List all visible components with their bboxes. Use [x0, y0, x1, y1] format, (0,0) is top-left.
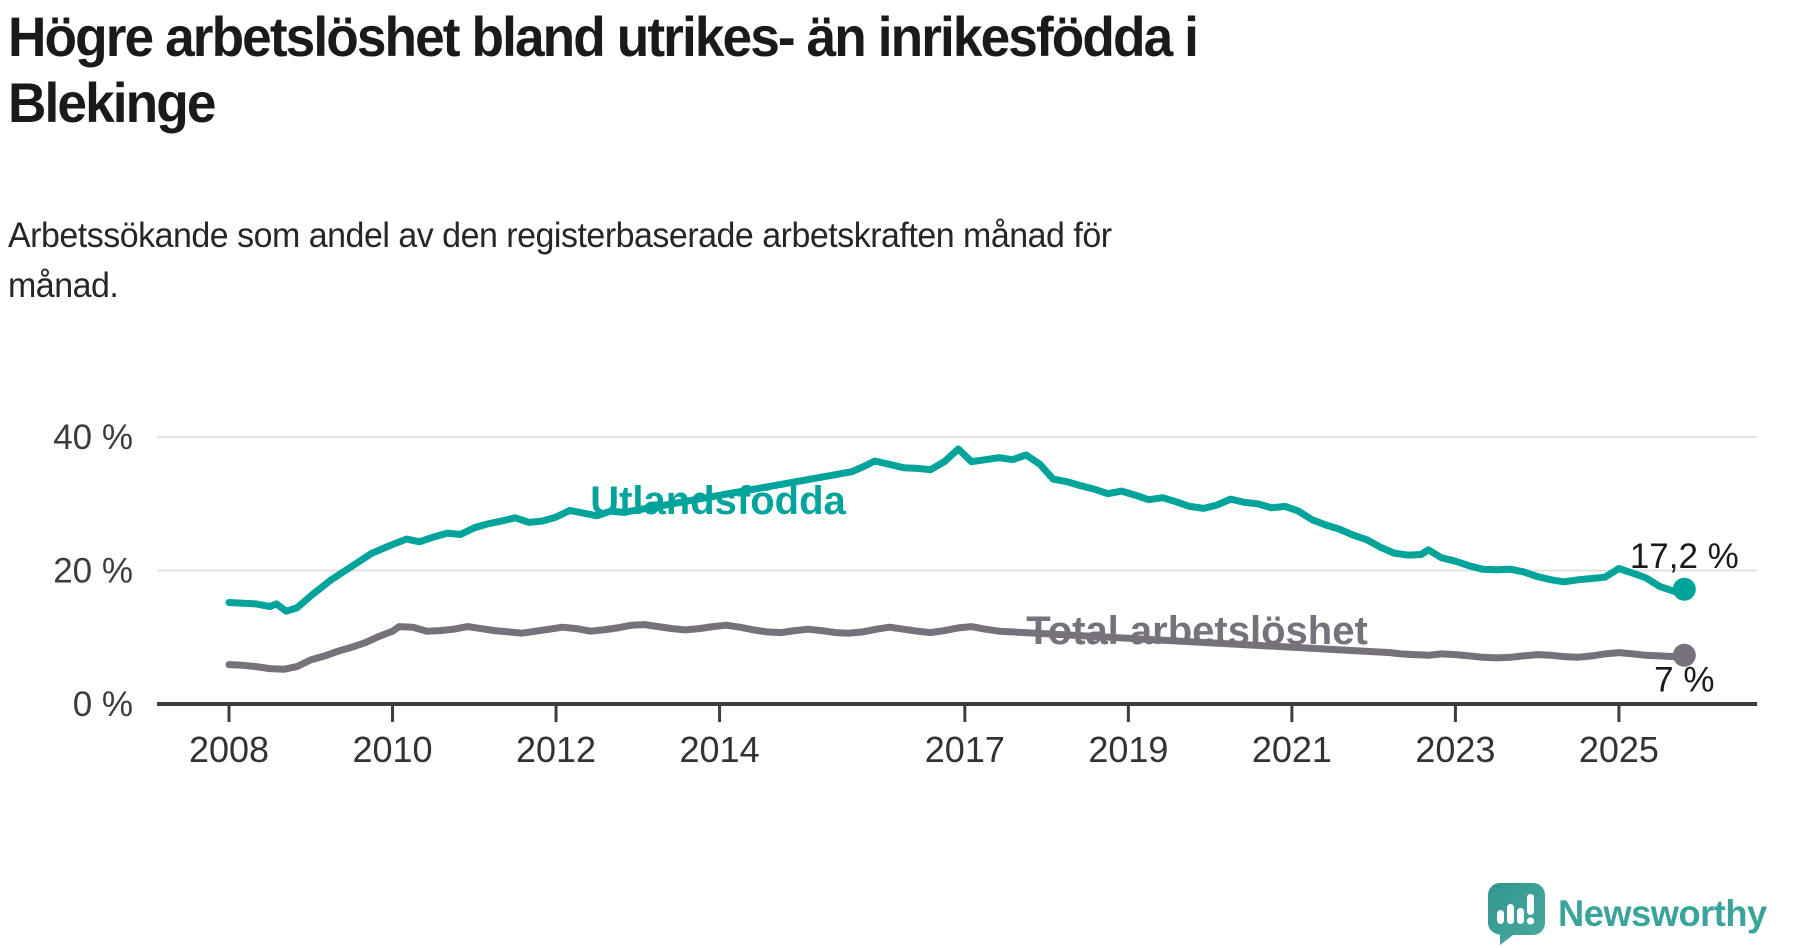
bar-chart-icon [1497, 894, 1535, 925]
page-subtitle: Arbetssökande som andel av den registerb… [8, 211, 1463, 310]
newsworthy-logo-text: Newsworthy [1558, 893, 1767, 934]
series-layer [225, 445, 1696, 673]
x-tick-label-2010: 2010 [352, 729, 432, 770]
y-tick-label-20: 20 % [53, 552, 133, 591]
y-axis-tick-labels: 0 % 20 % 40 % [53, 418, 133, 724]
x-tick-label-2023: 2023 [1415, 729, 1495, 770]
end-dot-total [1672, 643, 1696, 667]
x-tick-label-2021: 2021 [1252, 729, 1332, 770]
newsworthy-logo: Newsworthy [1486, 882, 1771, 946]
speech-bubble-shape [1488, 883, 1545, 945]
x-tick-label-2014: 2014 [680, 729, 760, 770]
x-tick-label-2017: 2017 [925, 729, 1005, 770]
x-tick-label-2025: 2025 [1579, 729, 1659, 770]
page-title-line2: Blekinge [8, 71, 216, 135]
y-tick-label-0: 0 % [73, 685, 133, 724]
end-value-label-utlandsfodda: 17,2 % [1630, 537, 1739, 576]
annotations-layer: 17,2 % Utlandsfödda 7 % Total arbetslöshet [590, 479, 1739, 699]
series-line-total-seg0 [225, 621, 1688, 673]
x-tick-label-2012: 2012 [516, 729, 596, 770]
x-tick-label-2019: 2019 [1088, 729, 1168, 770]
page-title: Högre arbetslöshet bland utrikes- än inr… [8, 4, 1452, 136]
end-dot-utlandsfodda [1672, 577, 1696, 601]
page-title-line1: Högre arbetslöshet bland utrikes- än inr… [8, 5, 1199, 68]
series-line-utlandsfodda-seg0 [225, 445, 1688, 615]
page-subtitle-line1: Arbetssökande som andel av den registerb… [8, 216, 1112, 255]
gridlines [157, 436, 1757, 572]
y-tick-label-40: 40 % [53, 418, 133, 457]
series-label-total: Total arbetslöshet [1026, 609, 1368, 653]
x-tick-label-2008: 2008 [189, 729, 269, 770]
newsworthy-logo-icon [1488, 883, 1545, 945]
series-label-utlandsfodda: Utlandsfödda [590, 479, 846, 523]
x-axis: 2008 2010 2012 2014 2017 2019 2021 2023 2025 [157, 702, 1757, 770]
page-subtitle-line2: månad. [8, 265, 119, 305]
end-value-label-total: 7 % [1654, 660, 1714, 699]
